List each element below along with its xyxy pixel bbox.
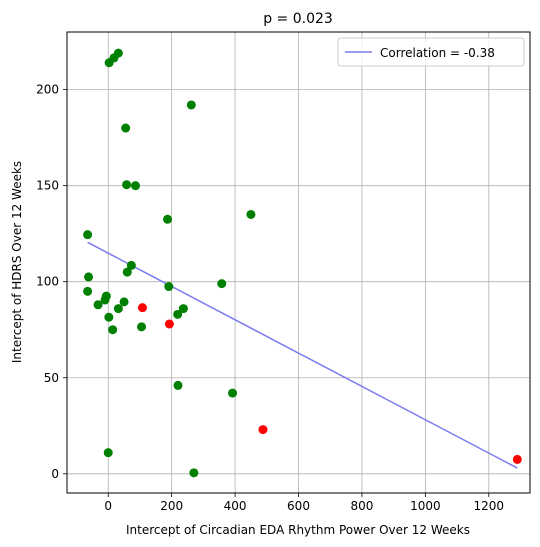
x-tick-label: 600	[287, 499, 310, 513]
y-tick-label: 0	[51, 467, 59, 481]
scatter-point	[126, 260, 136, 270]
scatter-point	[186, 100, 196, 110]
scatter-point	[122, 267, 132, 277]
legend-box	[337, 37, 525, 67]
grid-lines	[67, 32, 530, 493]
scatter-point	[108, 325, 118, 335]
scatter-point	[246, 209, 256, 219]
scatter-point	[93, 300, 103, 310]
x-tick-label: 200	[160, 499, 183, 513]
scatter-point	[189, 468, 199, 478]
x-tick-label: 1000	[410, 499, 441, 513]
scatter-point	[83, 286, 93, 296]
scatter-point	[164, 282, 174, 292]
legend-label: Correlation = -0.38	[380, 46, 495, 60]
scatter-point	[121, 123, 131, 133]
x-axis-label: Intercept of Circadian EDA Rhythm Power …	[126, 523, 470, 537]
scatter-point	[137, 303, 147, 313]
x-tick-label: 0	[104, 499, 112, 513]
y-axis-label: Intercept of HDRS Over 12 Weeks	[10, 161, 24, 363]
chart-title: p = 0.023	[263, 11, 333, 27]
scatter-point	[258, 425, 268, 435]
scatter-point	[164, 319, 174, 329]
y-tick-label: 200	[36, 83, 59, 97]
x-tick-label: 800	[350, 499, 373, 513]
scatter-point	[113, 304, 123, 314]
scatter-point	[512, 454, 522, 464]
scatter-point	[163, 214, 173, 224]
scatter-point	[122, 180, 132, 190]
scatter-point	[104, 312, 114, 322]
plot-area	[83, 48, 522, 478]
x-axis-ticks: 0 200 400 600 800 1000 1200	[104, 493, 504, 513]
scatter-point	[100, 295, 110, 305]
y-tick-label: 150	[36, 179, 59, 193]
scatter-point	[178, 304, 188, 314]
scatter-point	[83, 230, 93, 240]
correlation-trend-line	[87, 241, 518, 469]
legend: Correlation = -0.38	[337, 37, 525, 67]
scatter-point	[228, 388, 238, 398]
scatter-point	[173, 380, 183, 390]
scatter-point	[173, 309, 183, 319]
y-tick-label: 50	[44, 371, 59, 385]
scatter-point	[130, 181, 140, 191]
x-tick-label: 1200	[474, 499, 505, 513]
y-axis-ticks: 0 50 100 150 200	[36, 83, 67, 481]
scatter-point	[137, 322, 147, 332]
scatter-point	[113, 48, 123, 58]
y-tick-label: 100	[36, 275, 59, 289]
scatter-point	[84, 272, 94, 282]
scatter-point	[103, 448, 113, 458]
x-tick-label: 400	[224, 499, 247, 513]
scatter-point	[119, 297, 129, 307]
scatter-point	[217, 279, 227, 289]
